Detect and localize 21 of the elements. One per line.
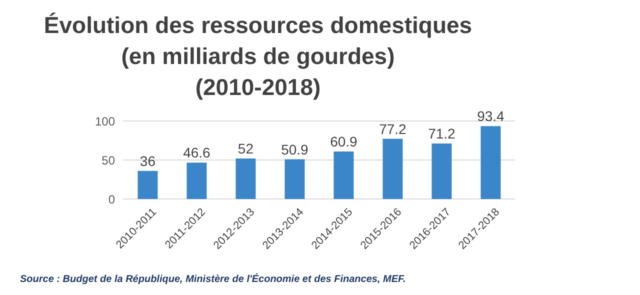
- bar: [236, 158, 256, 199]
- bar: [432, 143, 452, 199]
- bar: [382, 138, 403, 199]
- y-tick-label: 100: [94, 114, 116, 128]
- data-label: 71.2: [428, 125, 456, 142]
- data-label: 52: [238, 140, 254, 156]
- bar: [334, 152, 354, 199]
- bar: [186, 162, 207, 199]
- y-tick-label: 0: [108, 192, 116, 206]
- bar: [480, 126, 501, 199]
- source-note: Source : Budget de la République, Ministère de l'Économie et des Finances, MEF.: [20, 274, 406, 285]
- bar: [138, 170, 158, 199]
- chart-title: Évolution des ressources domestiques (en milliards de gourdes) (2010-2018): [42, 11, 474, 102]
- data-label: 93.4: [477, 108, 505, 124]
- data-label: 77.2: [379, 120, 407, 137]
- bar: [284, 159, 305, 199]
- data-label: 50.9: [281, 141, 309, 158]
- data-label: 36: [140, 152, 156, 169]
- data-label: 60.9: [330, 134, 358, 150]
- data-label: 46.6: [183, 144, 211, 161]
- y-tick-label: 50: [102, 153, 116, 168]
